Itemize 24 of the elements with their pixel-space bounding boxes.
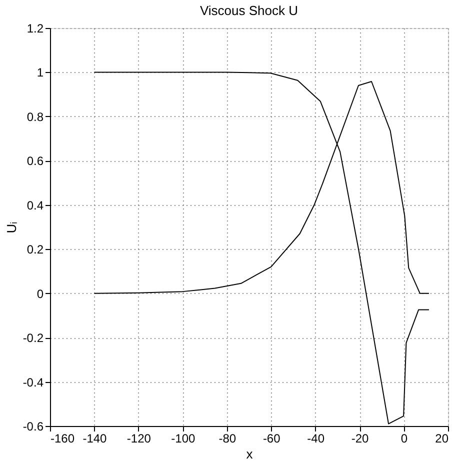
y-tick-label: 0 — [36, 286, 44, 301]
x-tick-label: -160 — [50, 432, 75, 446]
x-tick-label: -80 — [218, 432, 236, 446]
x-tick-label: -60 — [262, 432, 281, 446]
y-tick-label: -0.4 — [22, 375, 44, 390]
x-tick-label: -120 — [126, 432, 152, 446]
x-tick-label: -100 — [171, 432, 196, 446]
chart-title: Viscous Shock U — [200, 3, 298, 18]
y-tick-label: 1.2 — [26, 22, 44, 36]
y-tick-label: 0.6 — [26, 154, 44, 168]
y-tick-label: 0.2 — [26, 242, 44, 257]
x-axis-title: x — [246, 446, 254, 462]
y-tick-label: 0.4 — [26, 198, 44, 212]
x-tick-label: -140 — [82, 432, 108, 446]
y-tick-label: -0.6 — [22, 420, 44, 434]
x-tick-label: -20 — [351, 432, 370, 446]
x-tick-label: 20 — [435, 432, 449, 446]
y-tick-label: 1 — [36, 66, 44, 80]
y-tick-label: -0.2 — [22, 331, 44, 346]
x-tick-label: 0 — [400, 432, 408, 446]
line-series — [94, 72, 430, 424]
y-tick-label: 0.8 — [26, 110, 44, 124]
x-tick-label: -40 — [307, 432, 325, 446]
y-axis-title: Uᵢ — [4, 222, 19, 234]
